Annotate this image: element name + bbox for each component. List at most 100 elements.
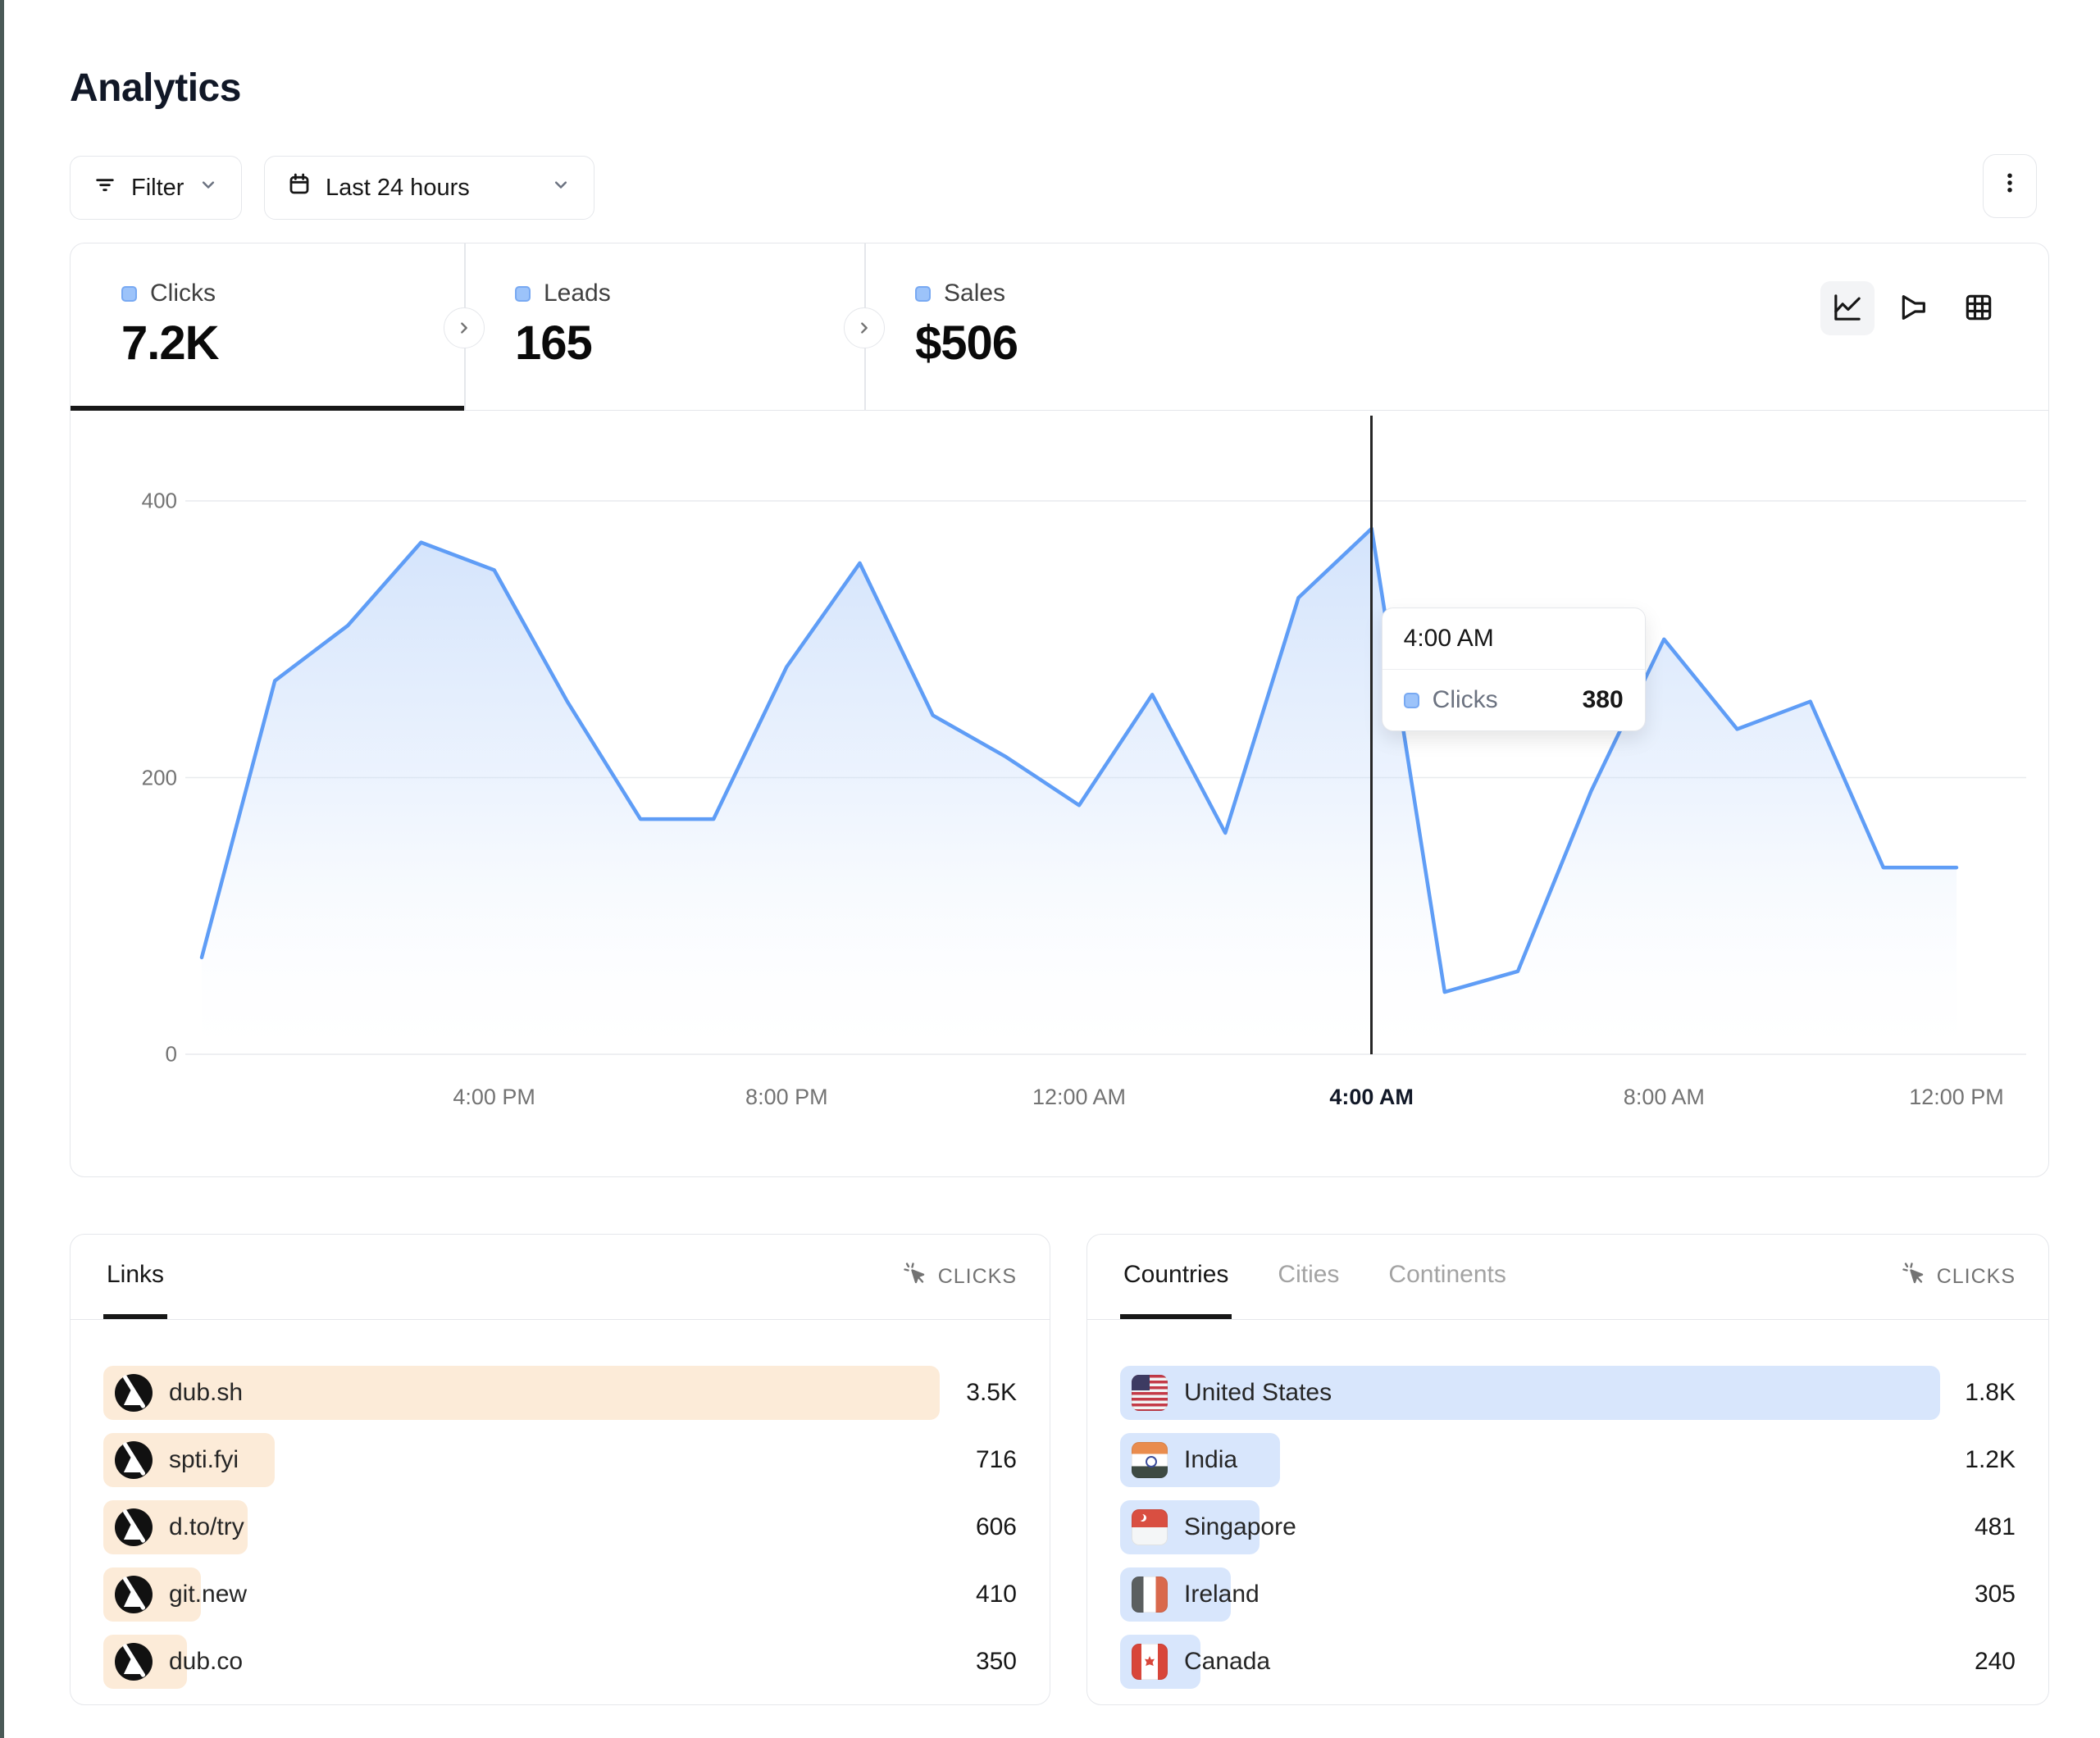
calendar-icon	[286, 171, 312, 204]
filter-button[interactable]: Filter	[70, 156, 242, 220]
clicks-chart[interactable]: 0 200 400 4:00 PM 8:00 PM 12:00 AM 4:00 AM 8:00…	[71, 411, 2048, 1176]
tooltip-value: 380	[1582, 686, 1624, 713]
x-axis-label: 12:00 AM	[1032, 1085, 1127, 1109]
date-range-label: Last 24 hours	[326, 174, 470, 201]
left-edge-accent	[0, 0, 4, 1738]
chevron-down-icon	[197, 173, 220, 202]
row-label: India	[1184, 1446, 1238, 1473]
countries-panel: Countries Cities Continents CLICKS United …	[1086, 1234, 2049, 1705]
legend-square-icon	[515, 285, 531, 302]
more-options-button[interactable]	[1983, 154, 2037, 218]
chart-canvas[interactable]	[71, 411, 2049, 1176]
dub-logo-icon	[115, 1441, 153, 1479]
x-axis-label: 8:00 AM	[1623, 1085, 1705, 1109]
tooltip-time: 4:00 AM	[1382, 608, 1645, 670]
x-axis-label: 4:00 AM	[1329, 1085, 1414, 1109]
list-item[interactable]: Singapore 481	[1120, 1500, 2016, 1554]
row-value: 3.5K	[966, 1379, 1017, 1406]
chevron-down-icon	[549, 173, 572, 202]
area-fill	[202, 528, 1957, 1054]
stats-tab-value: $506	[915, 316, 1018, 370]
list-item[interactable]: dub.sh 3.5K	[103, 1366, 1017, 1420]
countries-tab-cities[interactable]: Cities	[1278, 1260, 1340, 1288]
row-label: dub.sh	[169, 1379, 244, 1406]
row-value: 350	[975, 1648, 1017, 1675]
dub-logo-icon	[115, 1508, 153, 1546]
row-label: Singapore	[1184, 1513, 1296, 1540]
hover-ruler-line	[1370, 416, 1373, 1054]
row-value: 240	[1974, 1648, 2016, 1675]
countries-tab-continents[interactable]: Continents	[1388, 1260, 1506, 1288]
y-axis-label: 400	[141, 488, 177, 513]
row-value: 410	[975, 1581, 1017, 1608]
line-chart-icon	[1831, 291, 1864, 326]
row-value: 606	[975, 1513, 1017, 1540]
x-axis-label: 12:00 PM	[1909, 1085, 2004, 1109]
flag-sg-icon	[1132, 1509, 1168, 1545]
links-panel-tabs: Links	[103, 1235, 168, 1319]
filter-button-label: Filter	[131, 174, 184, 201]
view-toggle-grid-icon[interactable]	[1952, 281, 2006, 335]
funnel-icon	[1897, 291, 1929, 326]
flag-ie-icon	[1132, 1576, 1168, 1613]
y-axis-label: 0	[165, 1041, 177, 1067]
row-label: Ireland	[1184, 1581, 1260, 1608]
list-item[interactable]: d.to/try 606	[103, 1500, 1017, 1554]
row-bar	[1120, 1366, 1940, 1420]
row-value: 1.8K	[1965, 1379, 2016, 1406]
row-label: spti.fyi	[169, 1446, 239, 1473]
grid-icon	[1962, 291, 1995, 326]
list-item[interactable]: Canada 240	[1120, 1635, 2016, 1689]
row-bar	[103, 1366, 940, 1420]
date-range-button[interactable]: Last 24 hours	[264, 156, 594, 220]
countries-panel-tabs: Countries Cities Continents	[1120, 1235, 1510, 1319]
cursor-click-icon	[1901, 1261, 1927, 1293]
row-value: 305	[1974, 1581, 2016, 1608]
stats-tab-label: Sales	[944, 280, 1006, 307]
list-item[interactable]: spti.fyi 716	[103, 1433, 1017, 1487]
list-item[interactable]: United States 1.8K	[1120, 1366, 2016, 1420]
stats-tab-sales[interactable]: Sales $506	[864, 243, 2048, 410]
dub-logo-icon	[115, 1643, 153, 1681]
row-value: 1.2K	[1965, 1446, 2016, 1473]
legend-square-icon	[915, 285, 931, 302]
active-tab-underline	[71, 406, 464, 411]
expand-tab-button[interactable]	[844, 307, 885, 348]
links-list: dub.sh 3.5K spti.fyi 716 d.to/try 606 git.new 4…	[71, 1320, 1050, 1689]
stats-tab-leads[interactable]: Leads 165	[464, 243, 864, 410]
row-label: dub.co	[169, 1648, 244, 1675]
view-toggle-line-chart-icon[interactable]	[1820, 281, 1875, 335]
countries-tab-countries[interactable]: Countries	[1120, 1235, 1232, 1319]
kebab-menu-icon	[1998, 171, 2022, 202]
stats-tab-clicks[interactable]: Clicks 7.2K	[71, 243, 464, 410]
dub-logo-icon	[115, 1576, 153, 1613]
links-tab-links[interactable]: Links	[103, 1235, 168, 1319]
chart-view-toggles	[1820, 281, 2006, 335]
analytics-card: Clicks 7.2K Leads 165 Sales $506 0 200 400 4:00 …	[70, 243, 2049, 1177]
cursor-click-icon	[902, 1261, 928, 1293]
stats-tab-value: 7.2K	[121, 316, 220, 370]
row-label: d.to/try	[169, 1513, 244, 1540]
legend-square-icon	[121, 285, 137, 302]
dub-logo-icon	[115, 1374, 153, 1412]
countries-list: United States 1.8K India 1.2K Singapore 481 Ir…	[1087, 1320, 2048, 1689]
row-value: 481	[1974, 1513, 2016, 1540]
legend-square-icon	[1403, 692, 1419, 708]
row-label: git.new	[169, 1581, 248, 1608]
clicks-series-line	[199, 526, 1959, 994]
view-toggle-funnel-icon[interactable]	[1886, 281, 1940, 335]
list-item[interactable]: dub.co 350	[103, 1635, 1017, 1689]
y-axis-label: 200	[141, 765, 177, 789]
stats-tab-label: Leads	[544, 280, 611, 307]
x-axis-label: 8:00 PM	[745, 1085, 828, 1109]
chart-tooltip: 4:00 AM Clicks 380	[1381, 607, 1646, 731]
expand-tab-button[interactable]	[444, 307, 485, 348]
links-metric-label: CLICKS	[937, 1265, 1017, 1288]
x-axis-label: 4:00 PM	[453, 1085, 535, 1109]
flag-us-icon	[1132, 1375, 1168, 1411]
links-metric-selector[interactable]: CLICKS	[902, 1235, 1017, 1319]
list-item[interactable]: Ireland 305	[1120, 1567, 2016, 1622]
list-item[interactable]: git.new 410	[103, 1567, 1017, 1622]
countries-metric-selector[interactable]: CLICKS	[1901, 1235, 2016, 1319]
list-item[interactable]: India 1.2K	[1120, 1433, 2016, 1487]
